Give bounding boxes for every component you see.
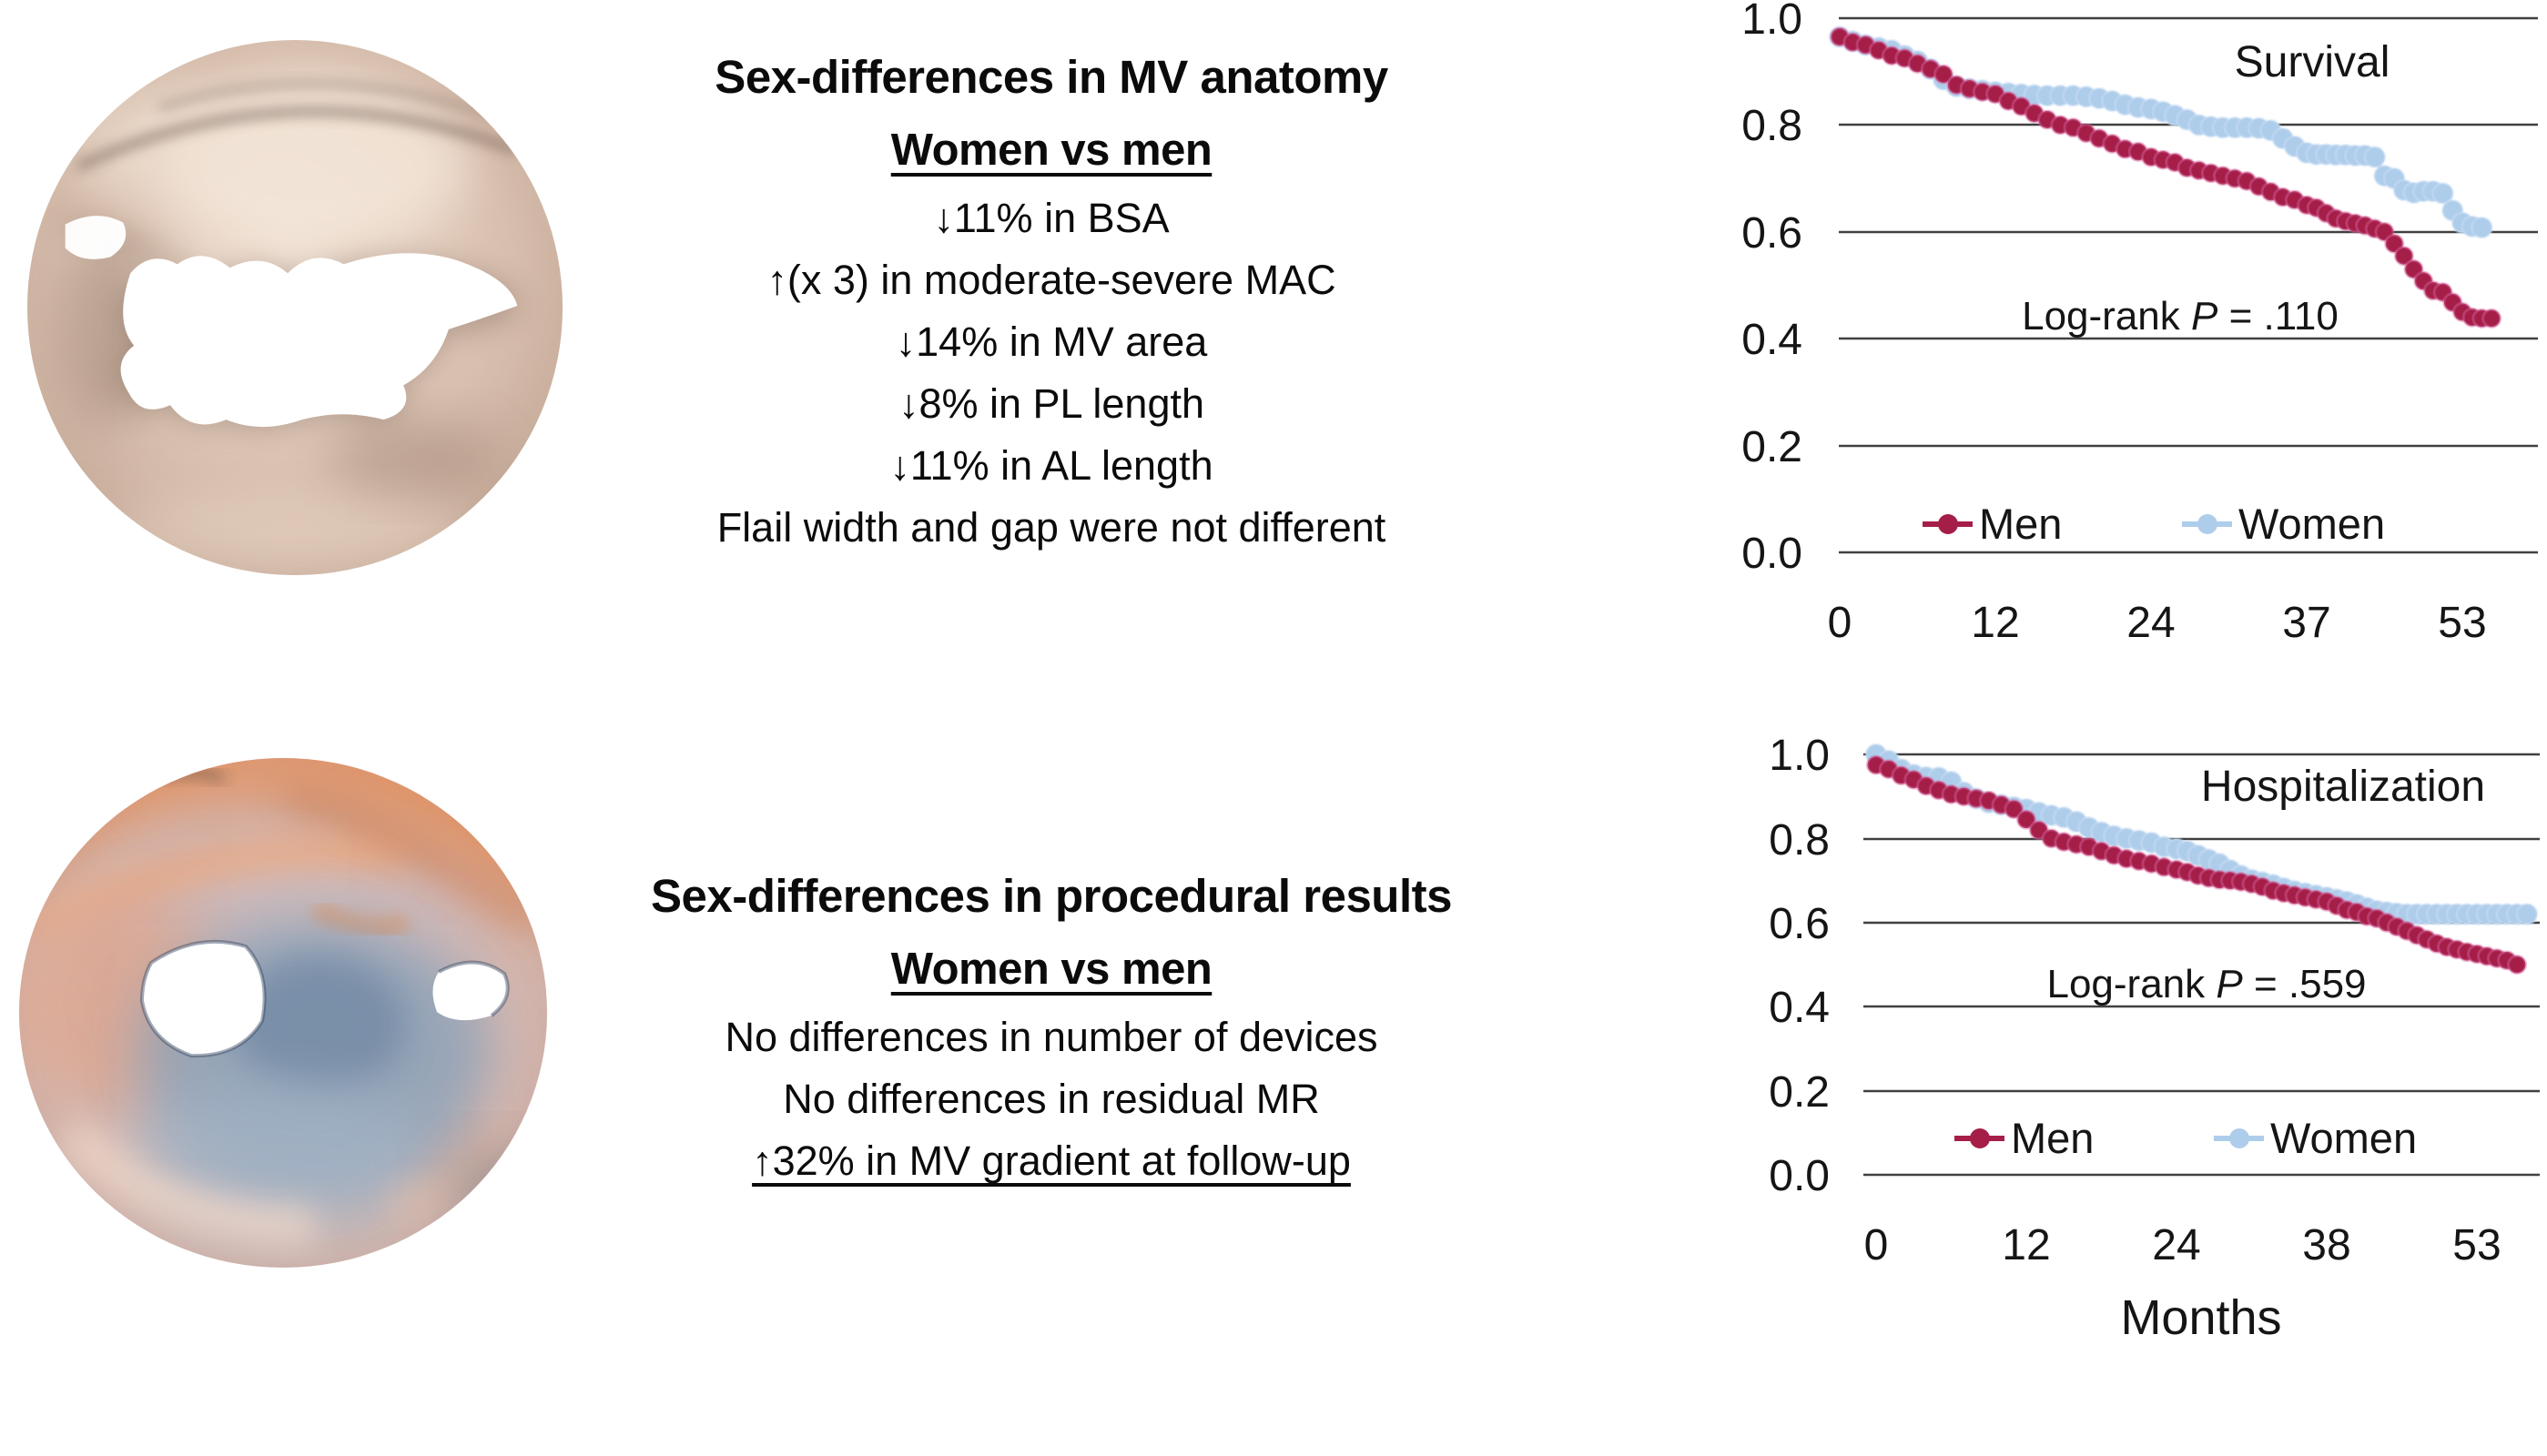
y-gridlines — [1863, 753, 2540, 1177]
y-tick-label: 0.0 — [1769, 1152, 1830, 1200]
valve-orifice-left-notch — [65, 216, 127, 259]
x-tick-label: 0 — [1864, 1221, 1889, 1269]
procedural-subtitle: Women vs men — [890, 945, 1213, 994]
hospitalization-chart: 1.0 0.8 0.6 0.4 0.2 0.0 0 12 24 38 53 Ho… — [1769, 732, 2540, 1345]
x-tick-label: 12 — [1971, 599, 2019, 647]
legend: Men Women — [1954, 1114, 2417, 1162]
x-tick-label: 12 — [2002, 1221, 2050, 1269]
legend: Men Women — [1923, 500, 2385, 548]
anatomy-panel: Sex-differences in MV anatomy Women vs m… — [546, 51, 1557, 559]
y-tick-label: 0.6 — [1769, 900, 1830, 948]
x-axis-labels: 0 12 24 38 53 — [1864, 1221, 2501, 1269]
chart-title: Survival — [2235, 38, 2390, 86]
men-series — [1866, 754, 2527, 975]
y-tick-label: 0.2 — [1741, 423, 1802, 471]
series-layer — [1864, 743, 2539, 975]
procedural-3d-echo-image — [19, 758, 547, 1268]
men-legend-label: Men — [1979, 500, 2062, 548]
y-tick-label: 0.6 — [1741, 209, 1802, 258]
y-axis-labels: 1.0 0.8 0.6 0.4 0.2 0.0 — [1741, 0, 1802, 578]
y-tick-label: 0.2 — [1769, 1068, 1830, 1117]
y-tick-label: 0.0 — [1741, 530, 1802, 578]
x-tick-label: 37 — [2282, 599, 2330, 647]
x-axis-labels: 0 12 24 37 53 — [1828, 599, 2487, 647]
women-legend-dot — [2197, 514, 2217, 534]
valve-orifice — [120, 253, 518, 428]
chart-title: Hospitalization — [2201, 763, 2485, 811]
anatomy-subtitle: Women vs men — [890, 126, 1213, 175]
valve-tissue-art — [19, 758, 547, 1268]
anatomy-finding-flail: Flail width and gap were not different — [716, 504, 1386, 551]
x-tick-label: 24 — [2126, 599, 2175, 647]
women-legend-label: Women — [2270, 1114, 2417, 1162]
y-tick-label: 0.8 — [1769, 816, 1830, 864]
x-tick-label: 0 — [1828, 599, 1852, 647]
procedural-panel: Sex-differences in procedural results Wo… — [546, 870, 1557, 1192]
log-rank-annotation: Log-rank P = .110 — [2022, 294, 2339, 339]
x-tick-label: 53 — [2438, 599, 2486, 647]
x-axis-title: Months — [2120, 1290, 2281, 1345]
women-series — [1828, 25, 2493, 239]
men-series — [1830, 26, 2502, 329]
procedural-finding-residual-mr: No differences in residual MR — [783, 1076, 1320, 1122]
y-tick-label: 1.0 — [1769, 732, 1830, 780]
right-device-orifice — [432, 962, 508, 1021]
anatomy-3d-echo-image — [26, 39, 563, 576]
women-legend-label: Women — [2238, 500, 2385, 548]
anatomy-finding-bsa: ↓11% in BSA — [933, 195, 1170, 241]
anatomy-finding-pl-length: ↓8% in PL length — [898, 380, 1205, 427]
anatomy-title: Sex-differences in MV anatomy — [715, 51, 1388, 103]
y-tick-label: 0.4 — [1741, 316, 1802, 364]
valve-tissue-art — [26, 39, 563, 576]
men-legend-dot — [1970, 1128, 1990, 1148]
x-tick-label: 24 — [2152, 1221, 2200, 1269]
anatomy-finding-al-length: ↓11% in AL length — [889, 442, 1213, 489]
series-layer — [1828, 25, 2502, 329]
procedural-finding-mv-gradient: ↑32% in MV gradient at follow-up — [752, 1138, 1351, 1184]
log-rank-annotation: Log-rank P = .559 — [2046, 962, 2366, 1006]
survival-chart: 1.0 0.8 0.6 0.4 0.2 0.0 0 12 24 37 53 Su… — [1741, 0, 2538, 647]
y-tick-label: 1.0 — [1741, 0, 1802, 44]
procedural-finding-devices: No differences in number of devices — [725, 1014, 1378, 1060]
men-legend-dot — [1938, 514, 1958, 534]
x-tick-label: 38 — [2302, 1221, 2350, 1269]
anatomy-finding-mac: ↑(x 3) in moderate-severe MAC — [766, 257, 1336, 303]
left-device-orifice — [142, 941, 265, 1057]
y-gridlines — [1839, 16, 2538, 554]
anatomy-finding-mv-area: ↓14% in MV area — [895, 318, 1208, 365]
y-tick-label: 0.8 — [1741, 102, 1802, 150]
y-axis-labels: 1.0 0.8 0.6 0.4 0.2 0.0 — [1769, 732, 1830, 1200]
women-legend-dot — [2229, 1128, 2249, 1148]
x-tick-label: 53 — [2452, 1221, 2501, 1269]
y-tick-label: 0.4 — [1769, 984, 1830, 1032]
men-legend-label: Men — [2011, 1114, 2094, 1162]
procedural-title: Sex-differences in procedural results — [651, 870, 1452, 922]
